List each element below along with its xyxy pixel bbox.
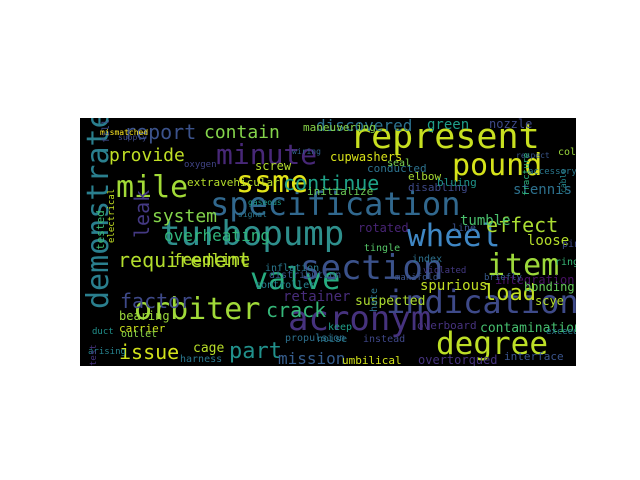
word-cloud-word: violated: [423, 266, 467, 276]
word-cloud-word: section: [300, 248, 444, 288]
word-cloud-word: requirement: [118, 248, 251, 272]
word-cloud-word: bonding: [524, 280, 575, 294]
word-cloud-word: green: [427, 118, 470, 133]
word-cloud-word: load: [483, 281, 536, 306]
word-cloud-word: loose: [527, 233, 570, 249]
word-cloud-word: turbopump: [160, 214, 345, 254]
word-cloud-word: accessory: [528, 167, 576, 177]
word-cloud-word: effect: [486, 213, 559, 237]
word-cloud-word: system: [152, 206, 218, 227]
word-cloud-word: interface: [504, 350, 564, 363]
word-cloud-word: exceeded: [546, 327, 576, 337]
word-cloud-word: pound: [452, 148, 543, 183]
word-cloud-word: initialize: [307, 185, 374, 198]
word-cloud-word: overheating: [164, 226, 270, 245]
word-cloud-word: leak: [130, 189, 154, 238]
word-cloud-word: bearing: [119, 309, 170, 323]
word-cloud-word: scye: [535, 294, 564, 308]
word-cloud-word: contain: [204, 122, 280, 143]
word-cloud-word: item: [487, 248, 560, 283]
word-cloud-word: instead: [363, 334, 406, 345]
word-cloud-word: wheel: [407, 218, 501, 254]
word-cloud-word: extravehicular: [187, 176, 280, 189]
word-cloud-word: line: [452, 223, 477, 234]
word-cloud-word: integration: [495, 273, 575, 287]
word-cloud-word: briefly: [484, 273, 522, 283]
word-cloud-word: represent: [350, 118, 540, 157]
word-cloud-word: crack: [266, 298, 327, 322]
word-cloud-word: elbow: [408, 170, 442, 183]
word-cloud-word: overboard: [417, 319, 477, 332]
word-cloud-word: feedline: [173, 250, 251, 269]
word-cloud-word: oxygen: [184, 160, 217, 170]
word-cloud-word: cage: [193, 341, 225, 356]
word-cloud-word: test: [89, 344, 99, 366]
word-cloud-word: mile: [116, 170, 189, 205]
word-cloud-word: electrical: [107, 188, 117, 243]
word-cloud-word: seal: [387, 158, 412, 169]
word-cloud-word: specification: [210, 185, 461, 223]
word-cloud-word: contamination: [480, 321, 576, 336]
word-cloud-word: wiring: [292, 147, 321, 156]
word-cloud-word: conducted: [367, 162, 427, 175]
word-cloud-word: issue: [119, 340, 180, 364]
word-cloud-word: factor: [120, 289, 193, 313]
word-cloud-word: inflation: [265, 263, 320, 274]
word-cloud-word: tested: [94, 210, 107, 250]
word-cloud-word: stennis: [513, 182, 573, 198]
word-cloud-word: distribution: [269, 270, 342, 281]
word-cloud-word: mission: [278, 349, 346, 367]
word-cloud-word: screw: [255, 159, 292, 173]
word-cloud-word: carrier: [119, 322, 166, 335]
word-cloud-word: part: [229, 339, 282, 364]
word-cloud-word: indication: [386, 283, 576, 321]
word-cloud-word: respect: [516, 151, 550, 160]
word-cloud-word: mismatched: [100, 128, 149, 137]
word-cloud-word: ssme: [236, 165, 309, 200]
word-cloud-word: index: [412, 254, 443, 265]
word-cloud-word: provide: [109, 145, 185, 166]
word-cloud: turbopump specification demonstrate orbiter…: [80, 118, 576, 366]
word-cloud-word: controller: [255, 280, 316, 291]
word-cloud-word: keep: [328, 322, 353, 333]
word-cloud-word: harness: [180, 354, 223, 365]
word-cloud-word: report: [124, 120, 197, 144]
word-cloud-word: noise: [317, 334, 348, 345]
word-cloud-word: acronym: [288, 299, 432, 339]
word-cloud-word: gaseous: [248, 198, 282, 207]
word-cloud-word: nozzle: [489, 118, 533, 131]
word-cloud-word: rotated: [358, 221, 409, 235]
word-cloud-word: degree: [436, 326, 548, 362]
word-cloud-word: pin: [562, 239, 576, 250]
word-cloud-word: spurious: [420, 278, 488, 294]
word-cloud-word: collar: [558, 147, 576, 158]
word-cloud-word: suspected: [355, 294, 426, 309]
word-cloud-word: disabling: [408, 181, 468, 194]
word-cloud-word: minute: [216, 138, 318, 171]
word-cloud-word: bluing: [437, 176, 477, 189]
word-cloud-word: fill: [101, 118, 112, 143]
word-cloud-word: valve: [250, 262, 341, 297]
word-cloud-word: signal: [238, 210, 267, 219]
word-cloud-word: arising: [88, 347, 126, 357]
word-cloud-word: duct: [92, 327, 114, 337]
word-cloud-word: tingle: [364, 243, 401, 254]
word-cloud-word: retainer: [283, 289, 351, 305]
word-cloud-word: ring: [555, 257, 576, 268]
word-cloud-word: overtorqued: [418, 353, 498, 366]
word-cloud-word: tumble: [460, 213, 511, 229]
word-cloud-word: discovered: [316, 118, 413, 135]
word-cloud-word: propulsion: [285, 333, 346, 344]
word-cloud-word: continue: [283, 171, 380, 195]
word-cloud-word: outlet: [121, 329, 158, 340]
word-cloud-word: cupwashers: [330, 150, 403, 164]
word-cloud-word: umbilical: [342, 354, 402, 366]
word-cloud-word: manifold: [395, 273, 439, 283]
word-cloud-word: maneuvering: [303, 121, 376, 134]
word-cloud-word: supply: [118, 133, 147, 142]
word-cloud-word: hate: [369, 287, 380, 312]
word-cloud-word: orbiter: [134, 292, 261, 327]
